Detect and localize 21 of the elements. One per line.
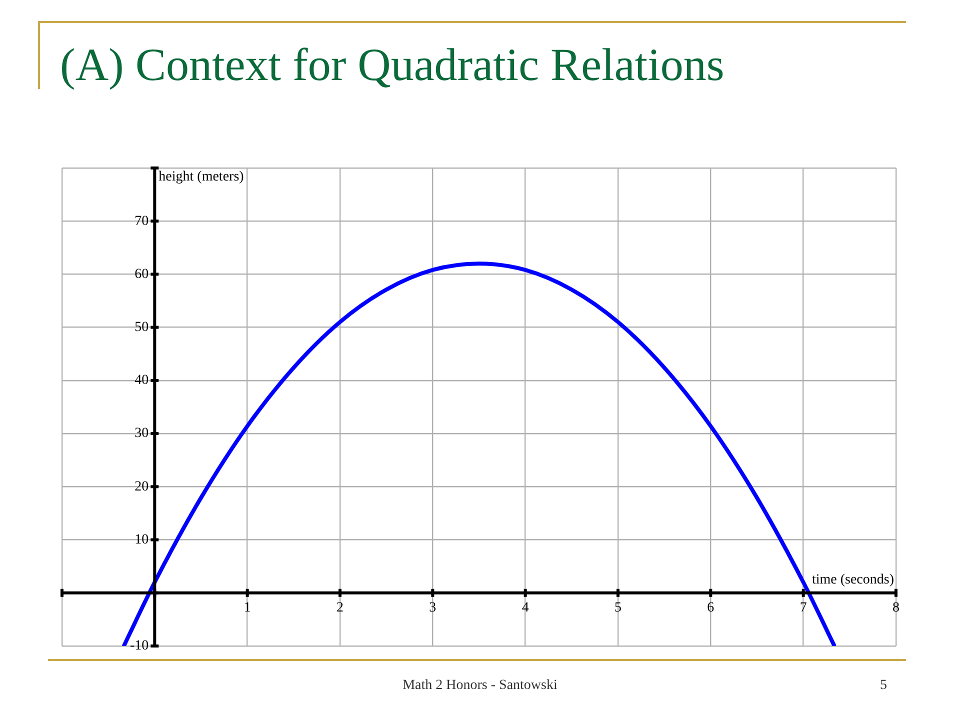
x-tick-label: 2 xyxy=(336,600,344,616)
x-tick-label: 4 xyxy=(522,600,529,616)
x-tick-label: 8 xyxy=(892,600,900,616)
y-tick-label: 10 xyxy=(134,532,149,548)
y-tick-label: -10 xyxy=(130,638,149,654)
y-tick-label: 70 xyxy=(134,214,149,229)
y-tick-label: 30 xyxy=(134,426,149,442)
x-tick-label: 3 xyxy=(429,600,436,616)
y-tick-label: 40 xyxy=(134,373,149,388)
y-tick-label: 50 xyxy=(134,320,149,336)
x-axis-title: time (seconds) xyxy=(812,572,894,588)
y-tick-label: 20 xyxy=(134,479,149,494)
text: Math 2 Honors - Santowski xyxy=(402,678,558,693)
text: 5 xyxy=(880,678,887,694)
x-tick-label: 5 xyxy=(614,600,622,616)
x-tick-label: 1 xyxy=(244,600,251,616)
y-axis-title: height (meters) xyxy=(158,170,244,185)
x-tick-label: 6 xyxy=(707,600,714,616)
x-tick-label: 7 xyxy=(800,600,807,616)
chart-title: (A) Context for Quadratic Relations xyxy=(60,38,724,91)
y-tick-label: 60 xyxy=(134,266,149,282)
